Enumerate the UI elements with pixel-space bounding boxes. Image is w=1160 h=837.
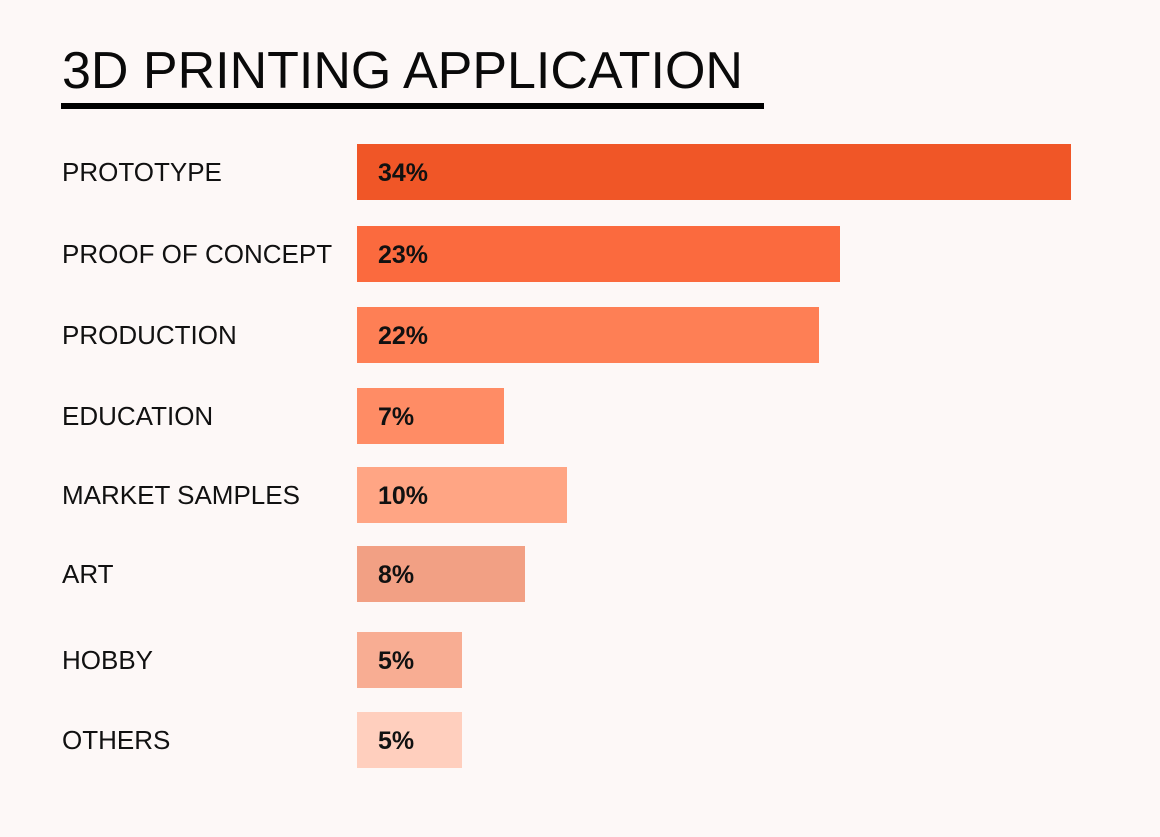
category-label-prototype: PROTOTYPE xyxy=(62,157,222,187)
category-label-proof-of-concept: PROOF OF CONCEPT xyxy=(62,239,332,269)
bar-art xyxy=(357,546,525,602)
category-label-hobby: HOBBY xyxy=(62,645,153,675)
title-underline xyxy=(61,103,764,109)
bar-production xyxy=(357,307,819,363)
bar-education xyxy=(357,388,504,444)
bars-group: PROTOTYPE 34% PROOF OF CONCEPT 23% PRODUCTIO… xyxy=(62,144,1071,768)
category-label-others: OTHERS xyxy=(62,725,170,755)
value-label-hobby: 5% xyxy=(378,647,414,675)
value-label-art: 8% xyxy=(378,561,414,589)
bar-market-samples xyxy=(357,467,567,523)
category-label-art: ART xyxy=(62,559,114,589)
value-label-prototype: 34% xyxy=(378,159,428,187)
value-label-market-samples: 10% xyxy=(378,482,428,510)
bar-prototype xyxy=(357,144,1071,200)
value-label-others: 5% xyxy=(378,727,414,755)
chart-title: 3D PRINTING APPLICATION xyxy=(62,42,743,100)
category-label-production: PRODUCTION xyxy=(62,320,237,350)
value-label-education: 7% xyxy=(378,403,414,431)
bar-hobby xyxy=(357,632,462,688)
value-label-production: 22% xyxy=(378,322,428,350)
bar-others xyxy=(357,712,462,768)
value-label-proof-of-concept: 23% xyxy=(378,241,428,269)
category-label-market-samples: MARKET SAMPLES xyxy=(62,480,300,510)
bar-proof-of-concept xyxy=(357,226,840,282)
category-label-education: EDUCATION xyxy=(62,401,213,431)
